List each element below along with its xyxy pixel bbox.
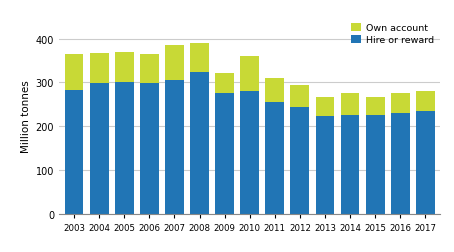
Bar <box>291 107 309 214</box>
Bar <box>190 73 209 214</box>
Bar <box>165 81 184 214</box>
Bar <box>391 113 410 214</box>
Bar <box>90 53 109 84</box>
Bar <box>291 85 309 107</box>
Bar <box>266 103 284 214</box>
Bar <box>240 92 259 214</box>
Bar <box>90 84 109 214</box>
Bar <box>316 117 335 214</box>
Bar <box>115 53 133 82</box>
Bar <box>416 112 435 214</box>
Bar <box>266 78 284 103</box>
Bar <box>391 93 410 113</box>
Bar <box>140 84 159 214</box>
Bar <box>340 94 360 115</box>
Bar <box>64 54 84 90</box>
Bar <box>416 92 435 112</box>
Bar <box>366 115 385 214</box>
Bar <box>240 57 259 92</box>
Bar <box>340 115 360 214</box>
Bar <box>115 82 133 214</box>
Bar <box>316 97 335 117</box>
Bar <box>215 94 234 214</box>
Bar <box>140 54 159 84</box>
Bar <box>366 98 385 115</box>
Bar <box>190 44 209 73</box>
Bar <box>64 90 84 214</box>
Legend: Own account, Hire or reward: Own account, Hire or reward <box>350 22 436 47</box>
Bar <box>215 74 234 94</box>
Y-axis label: Million tonnes: Million tonnes <box>21 80 31 152</box>
Bar <box>165 46 184 81</box>
